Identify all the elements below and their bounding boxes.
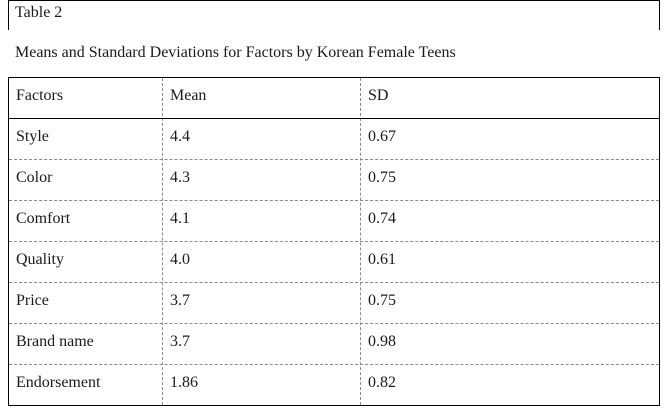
mean-cell: 4.1: [170, 210, 190, 227]
factor-cell: Quality: [16, 251, 64, 268]
mean-cell: 3.7: [170, 292, 190, 309]
table-row: Color 4.3 0.75: [9, 160, 659, 201]
factor-cell: Comfort: [16, 210, 71, 227]
table-row: Style 4.4 0.67: [9, 119, 659, 160]
table-title: Means and Standard Deviations for Factor…: [15, 44, 456, 61]
header-cell-mean: Mean: [170, 87, 207, 104]
table-row: Price 3.7 0.75: [9, 283, 659, 324]
sd-cell: 0.98: [368, 333, 396, 350]
table-header-row: Factors Mean SD: [9, 78, 659, 119]
factor-cell: Brand name: [16, 333, 94, 350]
data-table: Factors Mean SD Style 4.4 0.67 Color 4.3…: [8, 77, 660, 406]
sd-cell: 0.74: [368, 210, 396, 227]
sd-cell: 0.61: [368, 251, 396, 268]
header-cell-sd: SD: [368, 87, 389, 104]
table-row: Quality 4.0 0.61: [9, 242, 659, 283]
sd-cell: 0.82: [368, 374, 396, 391]
factor-cell: Color: [16, 169, 53, 186]
sd-cell: 0.67: [368, 128, 396, 145]
page-frame-top-border: [8, 0, 660, 1]
sd-cell: 0.75: [368, 169, 396, 186]
mean-cell: 4.0: [170, 251, 190, 268]
table-number: Table 2: [15, 4, 63, 21]
header-cell-factors: Factors: [16, 87, 64, 104]
factor-cell: Endorsement: [16, 374, 101, 391]
table-row: Comfort 4.1 0.74: [9, 201, 659, 242]
table-row: Endorsement 1.86 0.82: [9, 365, 659, 406]
mean-cell: 4.4: [170, 128, 190, 145]
mean-cell: 1.86: [170, 374, 198, 391]
page-frame-left-border: [8, 0, 9, 30]
mean-cell: 4.3: [170, 169, 190, 186]
page-frame-right-border: [659, 0, 660, 30]
sd-cell: 0.75: [368, 292, 396, 309]
factor-cell: Price: [16, 292, 49, 309]
factor-cell: Style: [16, 128, 49, 145]
mean-cell: 3.7: [170, 333, 190, 350]
table-row: Brand name 3.7 0.98: [9, 324, 659, 365]
